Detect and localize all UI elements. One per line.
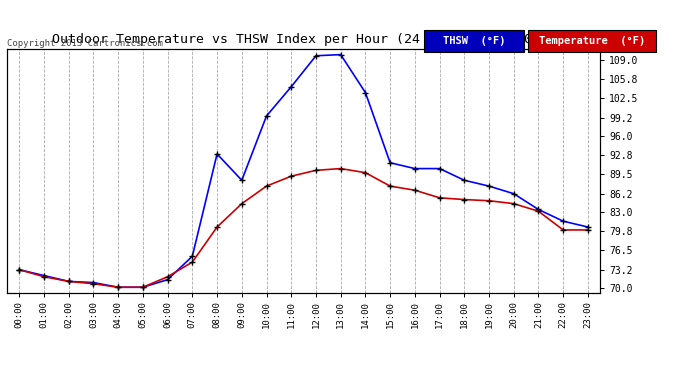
Text: Temperature  (°F): Temperature (°F) bbox=[539, 36, 644, 46]
Text: THSW  (°F): THSW (°F) bbox=[443, 36, 506, 46]
Title: Outdoor Temperature vs THSW Index per Hour (24 Hours)  20130707: Outdoor Temperature vs THSW Index per Ho… bbox=[52, 33, 555, 46]
Text: Copyright 2013 Cartronics.com: Copyright 2013 Cartronics.com bbox=[7, 39, 163, 48]
